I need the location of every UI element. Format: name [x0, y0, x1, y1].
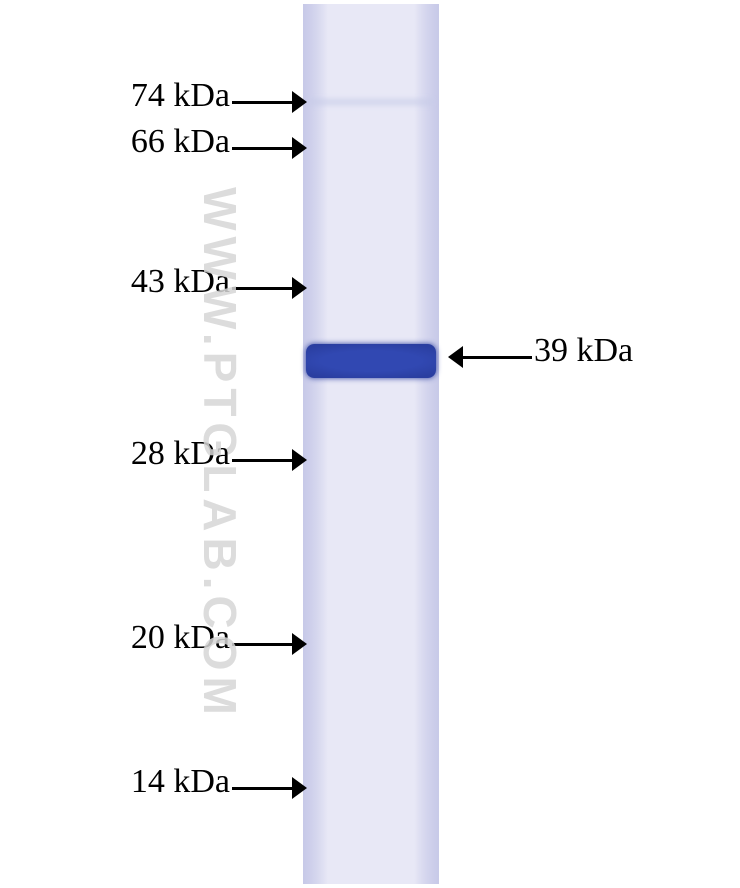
marker-label-66kda: 66 kDa	[131, 123, 230, 161]
marker-label-14kda: 14 kDa	[131, 763, 230, 801]
faint-band-74kda	[308, 98, 434, 106]
arrow-line	[232, 287, 292, 290]
arrow-head-icon	[292, 449, 307, 471]
marker-label-43kda: 43 kDa	[131, 263, 230, 301]
arrow-line	[232, 101, 292, 104]
arrow-line	[232, 787, 292, 790]
marker-arrow-14kda	[232, 777, 307, 799]
marker-arrow-20kda	[232, 633, 307, 655]
arrow-line	[232, 459, 292, 462]
sample-arrow-39kda	[448, 346, 532, 368]
arrow-head-icon	[292, 137, 307, 159]
gel-lane-edge-left	[303, 4, 328, 884]
gel-image: 74 kDa 66 kDa 43 kDa 28 kDa 20 kDa 14 kD…	[0, 0, 740, 888]
marker-label-74kda: 74 kDa	[131, 77, 230, 115]
marker-arrow-66kda	[232, 137, 307, 159]
arrow-head-icon	[448, 346, 463, 368]
sample-band-39kda	[306, 344, 436, 378]
arrow-line	[232, 147, 292, 150]
gel-lane-edge-right	[414, 4, 439, 884]
marker-label-28kda: 28 kDa	[131, 435, 230, 473]
marker-label-20kda: 20 kDa	[131, 619, 230, 657]
marker-arrow-74kda	[232, 91, 307, 113]
arrow-head-icon	[292, 777, 307, 799]
arrow-head-icon	[292, 633, 307, 655]
arrow-line	[232, 643, 292, 646]
sample-label-39kda: 39 kDa	[534, 332, 633, 370]
arrow-head-icon	[292, 277, 307, 299]
marker-arrow-28kda	[232, 449, 307, 471]
arrow-line	[463, 356, 532, 359]
arrow-head-icon	[292, 91, 307, 113]
marker-arrow-43kda	[232, 277, 307, 299]
